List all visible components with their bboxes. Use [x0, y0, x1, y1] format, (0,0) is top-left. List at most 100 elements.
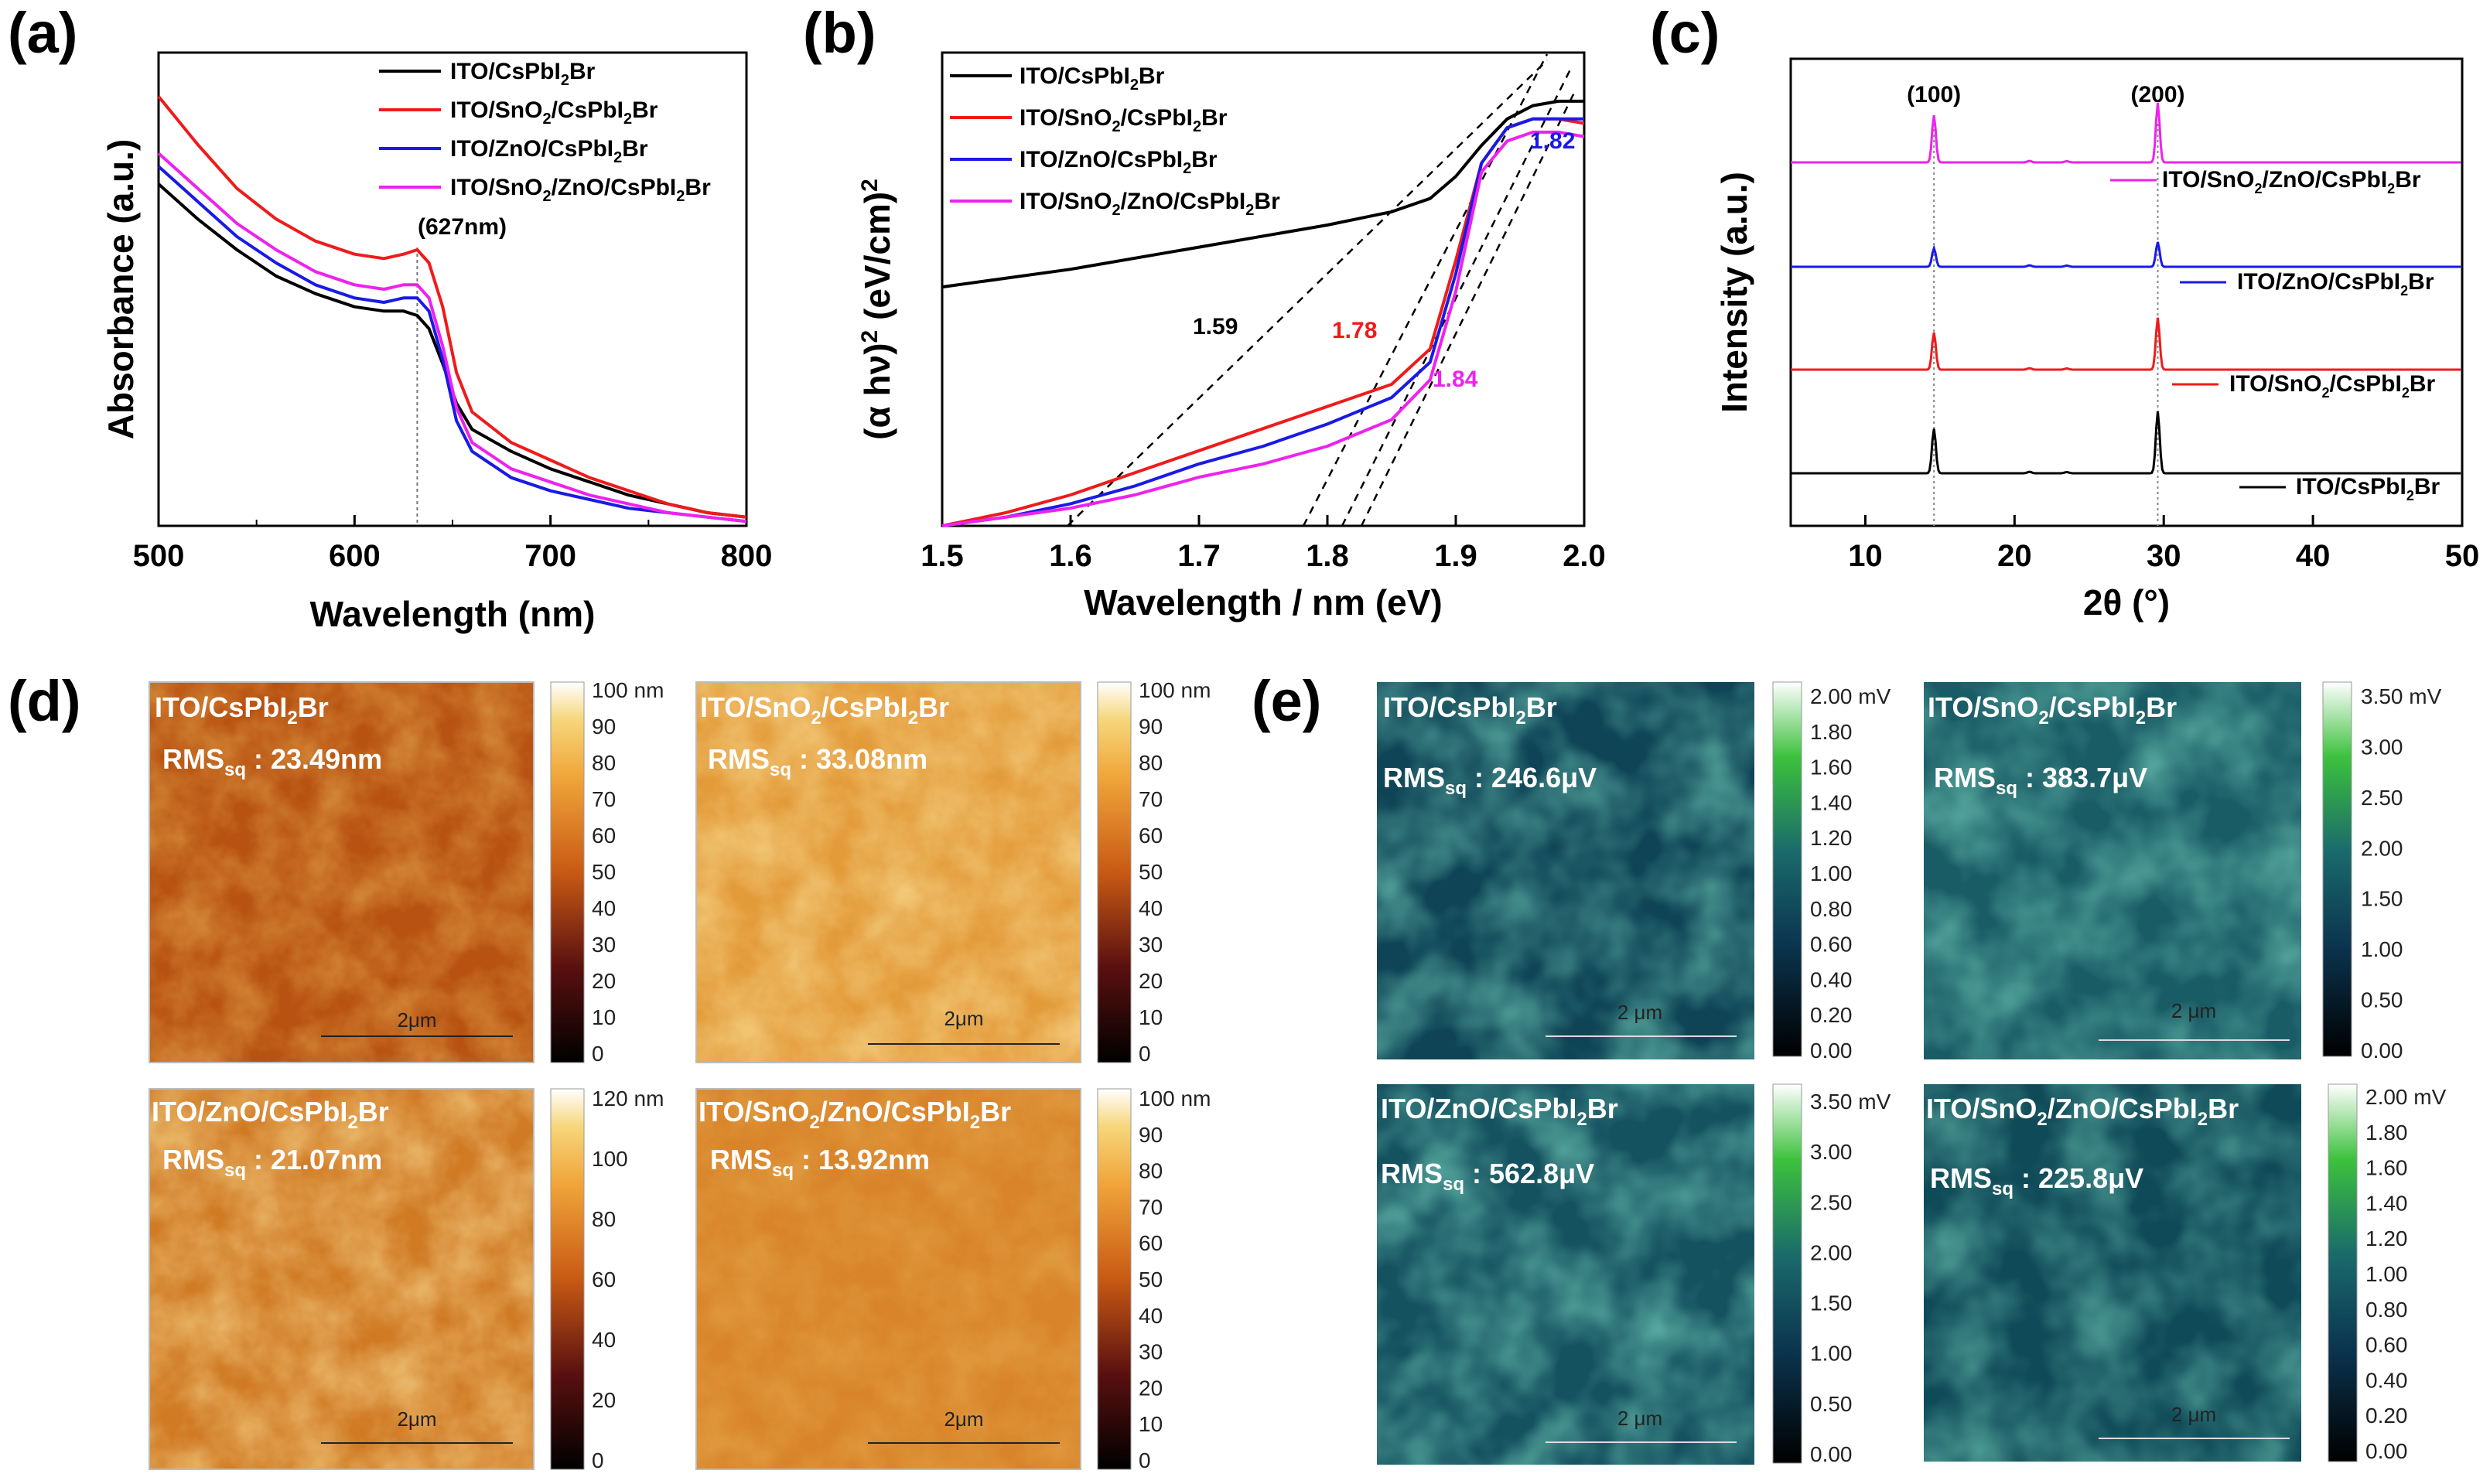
legend-b: ITO/CsPbI2Br ITO/SnO2/CsPbI2Br ITO/ZnO/C… [950, 63, 1280, 219]
afm-cb-tick-3-0: 120 nm [592, 1087, 664, 1110]
afm-scale-label-2: 2μm [944, 1007, 983, 1030]
series-b-3 [941, 117, 1584, 527]
afm-cb-tick-2-8: 20 [1139, 969, 1163, 993]
kpfm-cb-tick-2-0: 3.50 mV [2361, 684, 2442, 708]
afm-cb-tick-1-4: 60 [592, 824, 616, 848]
afm-cb-tick-1-9: 10 [592, 1005, 616, 1029]
kpfm-map-4: ITO/SnO2/ZnO/CsPbI2Br RMSsq : 225.8μV 2 … [1924, 1083, 2447, 1463]
y-axis-label-c: Intensity (a.u.) [1714, 172, 1754, 413]
kpfm-cb-tick-4-9: 0.20 [2365, 1404, 2408, 1428]
x-axis-label-c: 2θ (°) [2083, 582, 2170, 623]
kpfm-cb-tick-1-4: 1.20 [1810, 826, 1853, 850]
kpfm-rms-4: RMSsq : 225.8μV [1930, 1162, 2143, 1199]
x-axis-label-a: Wavelength (nm) [310, 594, 596, 634]
afm-cb-tick-4-8: 20 [1139, 1376, 1163, 1400]
kpfm-cb-tick-2-5: 1.00 [2361, 937, 2403, 961]
afm-colorbar-ticks-2: 100 nm 90 80 70 60 50 40 30 20 10 0 [1139, 678, 1211, 1066]
kpfm-scale-label-4: 2 μm [2171, 1403, 2216, 1426]
kpfm-cb-tick-1-2: 1.60 [1810, 756, 1853, 780]
kpfm-colorbar-ticks-3: 3.50 mV 3.00 2.50 2.00 1.50 1.00 0.50 0.00 [1810, 1090, 1891, 1466]
afm-cb-tick-1-5: 50 [592, 860, 616, 884]
afm-cb-tick-2-2: 80 [1139, 751, 1163, 775]
x-ticks-a: 500 600 700 800 [133, 515, 772, 573]
series-c-4 [1791, 411, 2461, 475]
kpfm-cb-tick-2-7: 0.00 [2361, 1039, 2403, 1063]
x-tick-label-a-0: 500 [133, 539, 185, 573]
afm-cb-tick-3-2: 80 [592, 1207, 616, 1231]
kpfm-cb-tick-1-10: 0.00 [1810, 1039, 1853, 1063]
afm-scale-label-4: 2μm [944, 1407, 983, 1431]
series-b-4 [941, 130, 1585, 527]
legend-a-3: ITO/ZnO/CsPbI2Br [450, 136, 648, 166]
legend-a: ITO/CsPbI2Br ITO/SnO2/CsPbI2Br ITO/ZnO/C… [379, 59, 711, 205]
afm-cb-tick-3-1: 100 [592, 1147, 628, 1171]
kpfm-cb-tick-4-2: 1.60 [2365, 1156, 2408, 1180]
kpfm-colorbar-ticks-4: 2.00 mV 1.80 1.60 1.40 1.20 1.00 0.80 0.60 0.40 0… [2365, 1085, 2447, 1463]
kpfm-cb-tick-1-3: 1.40 [1810, 790, 1853, 814]
legend-a-1: ITO/CsPbI2Br [450, 59, 596, 89]
x-tick-label-b-2: 1.7 [1177, 539, 1221, 573]
kpfm-title-4: ITO/SnO2/ZnO/CsPbI2Br [1926, 1093, 2239, 1130]
afm-cb-tick-2-6: 40 [1139, 896, 1163, 920]
kpfm-cb-tick-1-8: 0.40 [1810, 967, 1853, 991]
peak-label-0: (100) [1907, 82, 1961, 107]
kpfm-rms-3: RMSsq : 562.8μV [1381, 1158, 1594, 1195]
kpfm-rms-1: RMSsq : 246.6μV [1383, 762, 1597, 799]
afm-cb-tick-4-2: 80 [1139, 1159, 1163, 1183]
afm-map-1: ITO/CsPbI2Br RMSsq : 23.49nm 2μm 100 nm 9… [149, 678, 664, 1066]
kpfm-cb-tick-1-7: 0.60 [1810, 933, 1853, 957]
x-tick-label-c-3: 40 [2296, 539, 2331, 573]
afm-map-4: ITO/SnO2/ZnO/CsPbI2Br RMSsq : 13.92nm 2μ… [695, 1087, 1211, 1472]
afm-rms-3: RMSsq : 21.07nm [162, 1144, 382, 1181]
legend-c-2: ITO/ZnO/CsPbI2Br [2237, 269, 2434, 299]
series-a-3 [157, 165, 747, 524]
peak-marker-lines [1933, 124, 2159, 526]
afm-cb-tick-1-2: 80 [592, 751, 616, 775]
kpfm-cb-tick-4-3: 1.40 [2365, 1191, 2408, 1215]
x-tick-label-b-0: 1.5 [921, 539, 964, 573]
afm-border-4 [695, 1088, 1081, 1470]
x-ticks-c: 10 20 30 40 50 [1848, 515, 2479, 573]
kpfm-scale-label-2: 2 μm [2171, 999, 2216, 1022]
series-lines-b [941, 99, 1585, 527]
panel-label-a: (a) [8, 1, 77, 65]
kpfm-texture-4 [1924, 1084, 2301, 1462]
bandgap-label-magenta: 1.84 [1433, 367, 1478, 392]
kpfm-cb-tick-2-2: 2.50 [2361, 786, 2403, 810]
kpfm-cb-tick-1-1: 1.80 [1810, 720, 1853, 744]
x-tick-label-b-1: 1.6 [1049, 539, 1092, 573]
series-a-2 [157, 95, 747, 519]
afm-cb-tick-3-5: 20 [592, 1388, 616, 1412]
afm-cb-tick-3-3: 60 [592, 1267, 616, 1291]
afm-cb-tick-2-0: 100 nm [1139, 678, 1211, 702]
afm-border-1 [149, 681, 535, 1063]
afm-map-2: ITO/SnO2/CsPbI2Br RMSsq : 33.08nm 2μm 10… [695, 678, 1211, 1066]
panel-e-kpfm: (e) ITO/CsPbI2Br RMSsq : 246.6μV 2 μm 2.… [1252, 669, 2447, 1466]
afm-cb-tick-4-3: 70 [1139, 1195, 1163, 1219]
fit-line-red [1302, 53, 1549, 527]
legend-c-4: ITO/CsPbI2Br [2296, 474, 2440, 503]
series-c-2 [1791, 241, 2461, 268]
kpfm-cb-tick-3-6: 0.50 [1810, 1392, 1853, 1416]
panel-label-c: (c) [1650, 1, 1720, 65]
afm-colorbar-4 [1097, 1088, 1132, 1470]
afm-cb-tick-1-0: 100 nm [592, 678, 664, 702]
afm-cb-tick-4-6: 40 [1139, 1304, 1163, 1328]
kpfm-cb-tick-3-7: 0.00 [1810, 1442, 1853, 1466]
afm-cb-tick-1-6: 40 [592, 896, 616, 920]
panel-label-b: (b) [803, 1, 876, 65]
fit-line-blue [1341, 69, 1572, 527]
afm-cb-tick-2-10: 0 [1139, 1042, 1151, 1066]
afm-cb-tick-2-5: 50 [1139, 860, 1163, 884]
afm-rms-1: RMSsq : 23.49nm [162, 743, 382, 780]
kpfm-texture-3 [1377, 1084, 1754, 1465]
legend-c-3: ITO/SnO2/CsPbI2Br [2229, 371, 2436, 401]
afm-border-3 [149, 1088, 535, 1470]
series-c-3 [1791, 317, 2461, 371]
legend-b-4: ITO/SnO2/ZnO/CsPbI2Br [1020, 189, 1280, 219]
kpfm-map-3: ITO/ZnO/CsPbI2Br RMSsq : 562.8μV 2 μm 3.… [1377, 1083, 1891, 1466]
kpfm-cb-tick-2-4: 1.50 [2361, 887, 2403, 911]
afm-cb-tick-4-10: 0 [1139, 1448, 1151, 1472]
afm-title-4: ITO/SnO2/ZnO/CsPbI2Br [698, 1096, 1011, 1133]
